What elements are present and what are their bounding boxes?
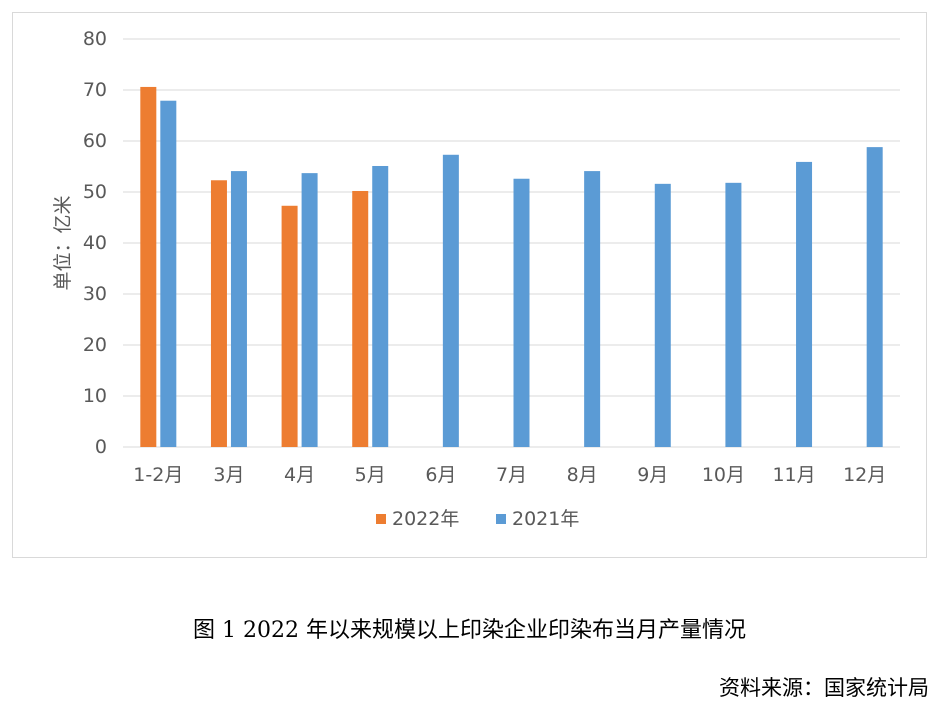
bar-series-2022 <box>352 190 369 448</box>
y-tick-label: 70 <box>83 79 107 101</box>
x-tick-label: 10月 <box>702 464 745 486</box>
y-tick-label: 10 <box>83 385 107 407</box>
x-tick-label: 3月 <box>213 464 244 486</box>
bar-series-2021 <box>442 154 459 447</box>
figure-caption: 图 1 2022 年以来规模以上印染企业印染布当月产量情况 <box>193 618 746 643</box>
x-tick-label: 8月 <box>567 464 598 486</box>
bar-series-2021 <box>654 183 671 447</box>
bar-series-2022 <box>210 180 227 447</box>
x-tick-label: 12月 <box>843 464 886 486</box>
legend-label: 2022年 <box>392 508 459 530</box>
y-tick-label: 0 <box>95 436 107 458</box>
y-tick-label: 50 <box>83 181 107 203</box>
bar-series-2022 <box>140 86 157 447</box>
x-tick-label: 4月 <box>284 464 315 486</box>
legend-swatch <box>496 514 506 524</box>
bar-series-2021 <box>160 100 177 448</box>
y-tick-label: 80 <box>83 28 107 50</box>
x-tick-label: 7月 <box>496 464 527 486</box>
y-tick-label: 60 <box>83 130 107 152</box>
legend-swatch <box>376 514 386 524</box>
bar-series-2021 <box>372 165 389 448</box>
bar-series-2022 <box>281 205 298 447</box>
y-tick-label: 20 <box>83 334 107 356</box>
x-tick-label: 9月 <box>637 464 668 486</box>
chart-frame: 0 10 20 30 40 50 60 70 80 单位：亿米 1-2月 3月 4月 5月 6月 7月 8月 9月… <box>12 12 927 558</box>
x-tick-label: 5月 <box>355 464 386 486</box>
x-tick-label: 6月 <box>425 464 456 486</box>
bar-series-2021 <box>796 161 813 447</box>
y-tick-label: 40 <box>83 232 107 254</box>
bar-series-2021 <box>866 147 883 447</box>
bar-series-2021 <box>513 178 530 448</box>
y-axis-label: 单位：亿米 <box>52 195 74 290</box>
x-tick-label: 11月 <box>772 464 815 486</box>
bar-chart: 0 10 20 30 40 50 60 70 80 单位：亿米 1-2月 3月 4月 5月 6月 7月 8月 9月… <box>52 28 900 530</box>
bar-series-2021 <box>725 182 742 447</box>
y-tick-label: 30 <box>83 283 107 305</box>
bar-series-2021 <box>230 171 247 447</box>
legend-label: 2021年 <box>512 508 579 530</box>
source-note: 资料来源：国家统计局 <box>719 676 929 700</box>
bar-series-2021 <box>584 171 601 447</box>
x-tick-label: 1-2月 <box>133 464 183 486</box>
bar-series-2021 <box>301 173 318 447</box>
